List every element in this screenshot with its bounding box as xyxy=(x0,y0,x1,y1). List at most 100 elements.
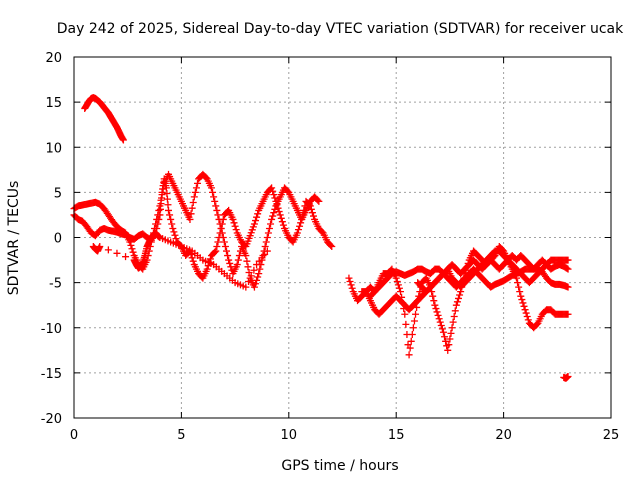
data-point xyxy=(439,328,447,336)
data-point xyxy=(187,250,195,258)
x-tick-label: 10 xyxy=(281,428,298,443)
data-point xyxy=(126,238,134,246)
data-point xyxy=(521,306,529,314)
data-point xyxy=(416,288,424,296)
data-point xyxy=(159,185,167,193)
data-marks xyxy=(70,94,572,382)
data-point xyxy=(215,215,223,223)
y-tick-label: -10 xyxy=(41,322,62,337)
series-track-e xyxy=(345,243,572,359)
data-point xyxy=(432,305,440,313)
data-point xyxy=(255,270,263,278)
data-point xyxy=(519,299,527,307)
data-point xyxy=(229,215,237,223)
data-point xyxy=(203,265,211,273)
data-point xyxy=(431,301,439,309)
data-point xyxy=(348,284,356,292)
data-point xyxy=(104,246,112,254)
data-point xyxy=(211,197,219,205)
data-point xyxy=(268,184,276,192)
data-point xyxy=(219,234,227,241)
data-point xyxy=(401,310,409,318)
data-point xyxy=(564,265,572,273)
data-point xyxy=(190,193,198,201)
data-point xyxy=(230,219,238,227)
data-point xyxy=(252,280,260,288)
data-point xyxy=(254,210,262,218)
data-point xyxy=(188,204,196,212)
data-point xyxy=(189,199,197,207)
data-point xyxy=(564,283,572,291)
data-point xyxy=(154,211,162,219)
data-point xyxy=(129,248,137,256)
data-point xyxy=(189,257,197,265)
y-tick-label: -15 xyxy=(41,367,62,382)
data-point xyxy=(167,215,175,223)
data-point xyxy=(265,224,273,232)
data-point xyxy=(225,256,233,264)
data-point xyxy=(433,308,441,316)
data-point xyxy=(271,194,279,202)
data-point xyxy=(315,197,323,205)
data-point xyxy=(96,243,104,251)
y-tick-label: 0 xyxy=(54,232,62,247)
data-point xyxy=(170,228,178,236)
data-point xyxy=(226,259,234,267)
data-point xyxy=(191,188,199,196)
y-tick-label: -20 xyxy=(41,412,62,427)
data-point xyxy=(169,224,177,232)
data-point xyxy=(171,231,179,239)
data-point xyxy=(430,297,438,305)
data-point xyxy=(453,298,461,306)
data-point xyxy=(437,321,445,329)
data-point xyxy=(165,206,173,214)
data-point xyxy=(405,351,413,359)
data-point xyxy=(153,215,161,223)
data-point xyxy=(122,253,130,261)
data-point xyxy=(256,265,264,273)
x-tick-label: 25 xyxy=(603,428,620,443)
data-point xyxy=(450,312,458,320)
data-point xyxy=(250,266,258,274)
data-point xyxy=(232,226,240,234)
series-track-a xyxy=(81,94,127,144)
data-point xyxy=(308,209,316,217)
data-point xyxy=(263,234,271,241)
data-point xyxy=(152,220,160,228)
data-point xyxy=(408,331,416,339)
data-point xyxy=(515,283,523,291)
data-point xyxy=(209,188,217,196)
data-point xyxy=(253,276,261,284)
data-point xyxy=(220,238,228,246)
y-axis-label: SDTVAR / TECUs xyxy=(6,181,22,296)
data-point xyxy=(392,274,400,282)
x-tick-label: 5 xyxy=(177,428,185,443)
data-point xyxy=(346,277,354,285)
data-point xyxy=(276,211,284,219)
data-point xyxy=(158,191,166,199)
data-point xyxy=(187,210,195,218)
data-point xyxy=(221,243,229,251)
plot-frame xyxy=(73,56,612,419)
data-point xyxy=(244,263,252,271)
data-point xyxy=(278,218,286,226)
data-point xyxy=(429,292,437,300)
data-point xyxy=(438,325,446,333)
data-point xyxy=(253,213,261,221)
data-point xyxy=(211,248,219,256)
data-point xyxy=(233,261,241,269)
grid xyxy=(74,57,611,418)
data-point xyxy=(186,215,194,223)
data-point xyxy=(168,220,176,228)
data-point xyxy=(517,292,525,300)
y-tick-label: 20 xyxy=(45,51,62,66)
data-point xyxy=(261,243,269,251)
data-point xyxy=(166,211,174,219)
data-point xyxy=(262,238,270,246)
data-point xyxy=(212,202,220,210)
data-point xyxy=(407,337,415,345)
data-point xyxy=(518,296,526,304)
data-point xyxy=(218,229,226,237)
data-point xyxy=(406,344,414,352)
data-point xyxy=(247,272,255,280)
